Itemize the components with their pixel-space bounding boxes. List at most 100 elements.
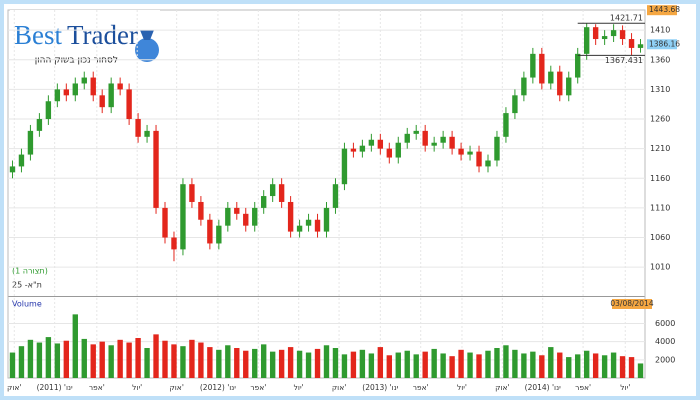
candle-body: [99, 95, 105, 108]
candle-body: [530, 53, 536, 78]
volume-bar: [207, 347, 213, 378]
candle-body: [305, 219, 312, 226]
candle-body: [9, 166, 16, 173]
volume-bar: [216, 349, 222, 378]
candle-body: [575, 53, 581, 78]
candle-body: [189, 184, 195, 202]
volume-bar: [548, 347, 554, 378]
range-label: 1421.71: [610, 14, 643, 23]
price-tag: [647, 39, 677, 50]
volume-bar: [386, 355, 392, 378]
candle-body: [180, 184, 186, 250]
volume-bar: [162, 340, 168, 378]
candle-body: [566, 77, 572, 96]
x-tick-label: אוק': [169, 383, 183, 392]
candle-body: [216, 225, 222, 244]
logo-bg: [10, 10, 160, 72]
candle-body: [386, 148, 392, 158]
y-tick-label: 1210: [650, 144, 670, 153]
volume-bar: [225, 345, 231, 378]
volume-bar: [341, 354, 348, 378]
candle-body: [610, 30, 617, 37]
volume-bar: [9, 352, 16, 378]
x-tick-label: אוק': [332, 383, 346, 392]
volume-bar: [539, 355, 545, 378]
candle-body: [332, 184, 339, 208]
candle-body: [458, 148, 464, 155]
volume-bar: [521, 353, 527, 378]
volume-bar: [63, 340, 70, 378]
price-tag-label: 1386.16: [649, 39, 680, 48]
candle-body: [404, 133, 410, 143]
volume-bar: [440, 353, 446, 378]
y-tick-label: 1160: [650, 174, 670, 183]
volume-bar: [278, 349, 285, 378]
y-tick-label: 1060: [650, 233, 670, 242]
candle-body: [476, 151, 482, 167]
volume-bar: [261, 344, 267, 378]
volume-bar: [198, 342, 204, 378]
candle-body: [557, 71, 563, 96]
y-tick-label: 1410: [650, 26, 670, 35]
candle-body: [323, 207, 330, 232]
logo-globe: [135, 38, 159, 62]
volume-bar: [619, 356, 626, 378]
candle-body: [583, 27, 590, 54]
candle-body: [18, 154, 25, 167]
candle-body: [234, 207, 240, 214]
candle-body: [619, 30, 626, 40]
volume-bar: [637, 363, 644, 378]
volume-bar: [395, 352, 401, 378]
candle-body: [503, 113, 509, 137]
candle-body: [278, 184, 285, 202]
candle-body: [413, 130, 419, 134]
candle-body: [368, 139, 375, 146]
x-tick-label: יול': [132, 383, 142, 392]
range-label: 1367.431: [605, 56, 643, 65]
candle-body: [90, 77, 96, 96]
volume-bar: [135, 338, 141, 378]
volume-bar: [153, 334, 159, 378]
candle-body: [592, 27, 599, 40]
x-tick-label: ינו' (2014): [525, 383, 561, 392]
candle-body: [261, 196, 267, 208]
x-tick-label: ינו' (2013): [362, 383, 398, 392]
x-tick-label: אפר': [413, 383, 429, 392]
volume-bar: [592, 353, 599, 378]
x-tick-label: אוק': [7, 383, 21, 392]
volume-bar: [530, 351, 536, 378]
logo-vase: [140, 30, 154, 40]
candle-body: [601, 36, 608, 40]
candle-body: [117, 83, 123, 90]
candle-body: [135, 119, 141, 137]
volume-bar: [108, 345, 114, 378]
y-tick-label: 6000: [655, 319, 675, 328]
volume-bar: [90, 344, 96, 378]
candle-body: [252, 207, 258, 226]
candle-body: [243, 213, 249, 226]
volume-bar: [144, 348, 150, 378]
volume-bar: [305, 352, 312, 378]
volume-bar: [171, 344, 177, 378]
x-tick-label: ינו' (2012): [200, 383, 236, 392]
candle-body: [225, 207, 231, 226]
candle-body: [126, 89, 132, 120]
candle-body: [422, 130, 428, 146]
volume-bar: [269, 351, 276, 378]
candle-body: [198, 201, 204, 220]
candle-body: [54, 89, 61, 102]
x-tick-label: יול': [294, 383, 304, 392]
logo-tagline: לסחור נכון בשוק ההון: [35, 56, 118, 66]
chart-title: ת"א- 25: [12, 281, 42, 290]
volume-bar: [557, 352, 563, 378]
candle-body: [440, 136, 446, 143]
volume-bar: [449, 356, 455, 378]
candle-body: [341, 148, 348, 185]
volume-bar: [476, 354, 482, 378]
y-tick-label: 1360: [650, 55, 670, 64]
logo-second: Trader: [67, 20, 138, 50]
volume-bar: [431, 348, 437, 378]
volume-bar: [422, 351, 428, 378]
volume-bar: [18, 346, 25, 378]
volume-bar: [27, 339, 34, 378]
